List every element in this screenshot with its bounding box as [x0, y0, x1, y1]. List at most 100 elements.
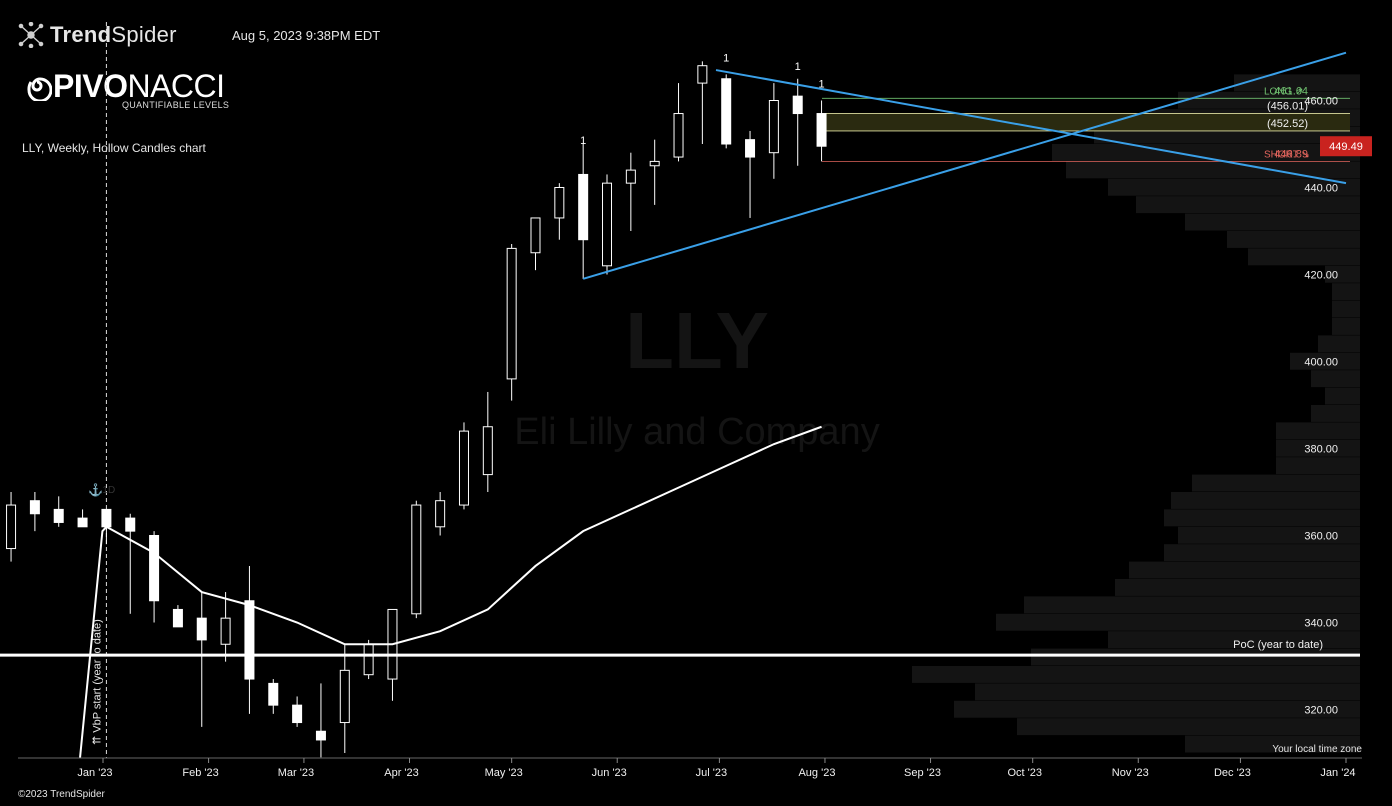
y-tick-label: 440.00 — [1304, 183, 1338, 195]
candle-body[interactable] — [649, 160, 660, 167]
candle-body[interactable] — [77, 517, 88, 528]
volume-profile-bar — [1311, 405, 1360, 422]
pivot-level-label: (452.52) — [1267, 118, 1308, 130]
candle-body[interactable] — [125, 517, 136, 532]
y-tick-label: 360.00 — [1304, 531, 1338, 543]
candle-body[interactable] — [482, 426, 493, 476]
pivot-level-label: 446.89 — [1274, 148, 1308, 160]
volume-profile-bar — [1136, 196, 1360, 214]
candle-body[interactable] — [673, 113, 684, 158]
candle-body[interactable] — [244, 600, 255, 680]
volume-profile-bar — [1276, 422, 1360, 440]
candle-body[interactable] — [458, 430, 469, 506]
candle-body[interactable] — [721, 78, 732, 145]
volume-profile-bar — [1129, 561, 1360, 579]
volume-profile-bar — [1164, 509, 1360, 527]
candle-body[interactable] — [554, 187, 565, 219]
x-tick-label: May '23 — [485, 767, 523, 779]
candle-body[interactable] — [530, 217, 541, 254]
trendline[interactable] — [715, 69, 1347, 185]
x-tick-label: Jul '23 — [696, 767, 727, 779]
candle-body[interactable] — [435, 500, 446, 528]
brand-light: Spider — [111, 22, 177, 47]
timezone-label: Your local time zone — [1272, 744, 1362, 755]
x-tick-label: Sep '23 — [904, 767, 941, 779]
candles[interactable] — [0, 61, 827, 758]
volume-profile-bar — [1325, 387, 1360, 405]
y-tick-label: 400.00 — [1304, 357, 1338, 369]
pivot-zone-fill — [822, 113, 1350, 131]
trendlines[interactable] — [582, 51, 1347, 280]
candle-body[interactable] — [768, 100, 779, 154]
candle-body[interactable] — [602, 182, 613, 267]
x-tick-label: Dec '23 — [1214, 767, 1251, 779]
candle-body[interactable] — [792, 95, 803, 115]
y-tick-label: 320.00 — [1304, 705, 1338, 717]
candle-body[interactable] — [268, 682, 279, 706]
candle-body[interactable] — [506, 247, 517, 380]
y-tick-label: 460.00 — [1304, 96, 1338, 108]
candle-body[interactable] — [172, 608, 183, 628]
candle-body[interactable] — [578, 173, 589, 241]
pivot-level-tag: LONG ↗ — [1264, 86, 1304, 97]
watermark-company: Eli Lilly and Company — [514, 411, 879, 453]
x-tick-label: Mar '23 — [278, 767, 314, 779]
candle-body[interactable] — [101, 508, 112, 528]
volume-profile-bar — [1164, 544, 1360, 562]
candle-body[interactable] — [220, 617, 231, 645]
x-tick-label: Aug '23 — [798, 767, 835, 779]
y-tick-label: 420.00 — [1304, 270, 1338, 282]
pivonacci-bold: PIVO — [53, 68, 128, 104]
trendline[interactable] — [582, 51, 1347, 280]
pivot-zone — [822, 113, 1350, 131]
trendspider-logo: TrendSpider — [18, 20, 177, 50]
x-axis: Jan '23 Feb '23 Mar '23 Apr '23 May '23 Jun '… — [18, 757, 1362, 779]
volume-profile-bar — [1325, 265, 1360, 283]
candle-body[interactable] — [149, 535, 160, 602]
candle-body[interactable] — [363, 643, 374, 676]
x-tick-label: Jan '24 — [1320, 767, 1355, 779]
volume-profile-bar — [1178, 91, 1360, 109]
chart-description: LLY, Weekly, Hollow Candles chart — [22, 141, 206, 155]
candle-body[interactable] — [29, 500, 40, 515]
vwap-polyline — [105, 425, 822, 646]
candle-body[interactable] — [292, 704, 303, 724]
poc-label: PoC (year to date) — [1233, 639, 1323, 651]
candle-body[interactable] — [745, 139, 756, 158]
candle-markers: 1 1 1 1 — [580, 52, 825, 147]
candle-body[interactable] — [625, 169, 636, 184]
volume-profile-bar — [1248, 248, 1360, 266]
candle-body[interactable] — [315, 730, 326, 741]
volume-profile — [912, 74, 1360, 753]
candle-body[interactable] — [339, 669, 350, 724]
volume-profile-bar — [1178, 526, 1360, 544]
volume-profile-bar — [1290, 352, 1360, 370]
candle-body[interactable] — [697, 65, 708, 84]
candle-body[interactable] — [816, 113, 827, 147]
poc-line: PoC (year to date) — [0, 639, 1360, 657]
candle-body[interactable] — [53, 508, 64, 523]
volume-profile-bar — [1185, 735, 1360, 753]
candle-body[interactable] — [411, 504, 422, 615]
pivonacci-light: NACCI — [127, 68, 225, 104]
volume-profile-bar — [1332, 300, 1360, 318]
volume-profile-bar — [912, 666, 1360, 683]
y-tick-label: 380.00 — [1304, 444, 1338, 456]
x-tick-label: Jun '23 — [592, 767, 627, 779]
pivot-level-tag: SHORT ↘ — [1264, 149, 1310, 160]
x-tick-label: Nov '23 — [1112, 767, 1149, 779]
y-tick-label: 340.00 — [1304, 618, 1338, 630]
volume-profile-bar — [1017, 718, 1360, 736]
volume-profile-bar — [1318, 335, 1360, 353]
brand-bold: Trend — [50, 22, 112, 47]
candle-body[interactable] — [6, 504, 17, 550]
candle-marker: 1 — [723, 52, 729, 64]
candle-body[interactable] — [196, 617, 207, 641]
volume-profile-bar — [1332, 283, 1360, 301]
volume-profile-bar — [1332, 318, 1360, 335]
candle-marker: 1 — [580, 135, 586, 147]
vwap-line — [105, 425, 822, 646]
volume-profile-bar — [1276, 457, 1360, 475]
spiral-icon — [27, 77, 53, 103]
